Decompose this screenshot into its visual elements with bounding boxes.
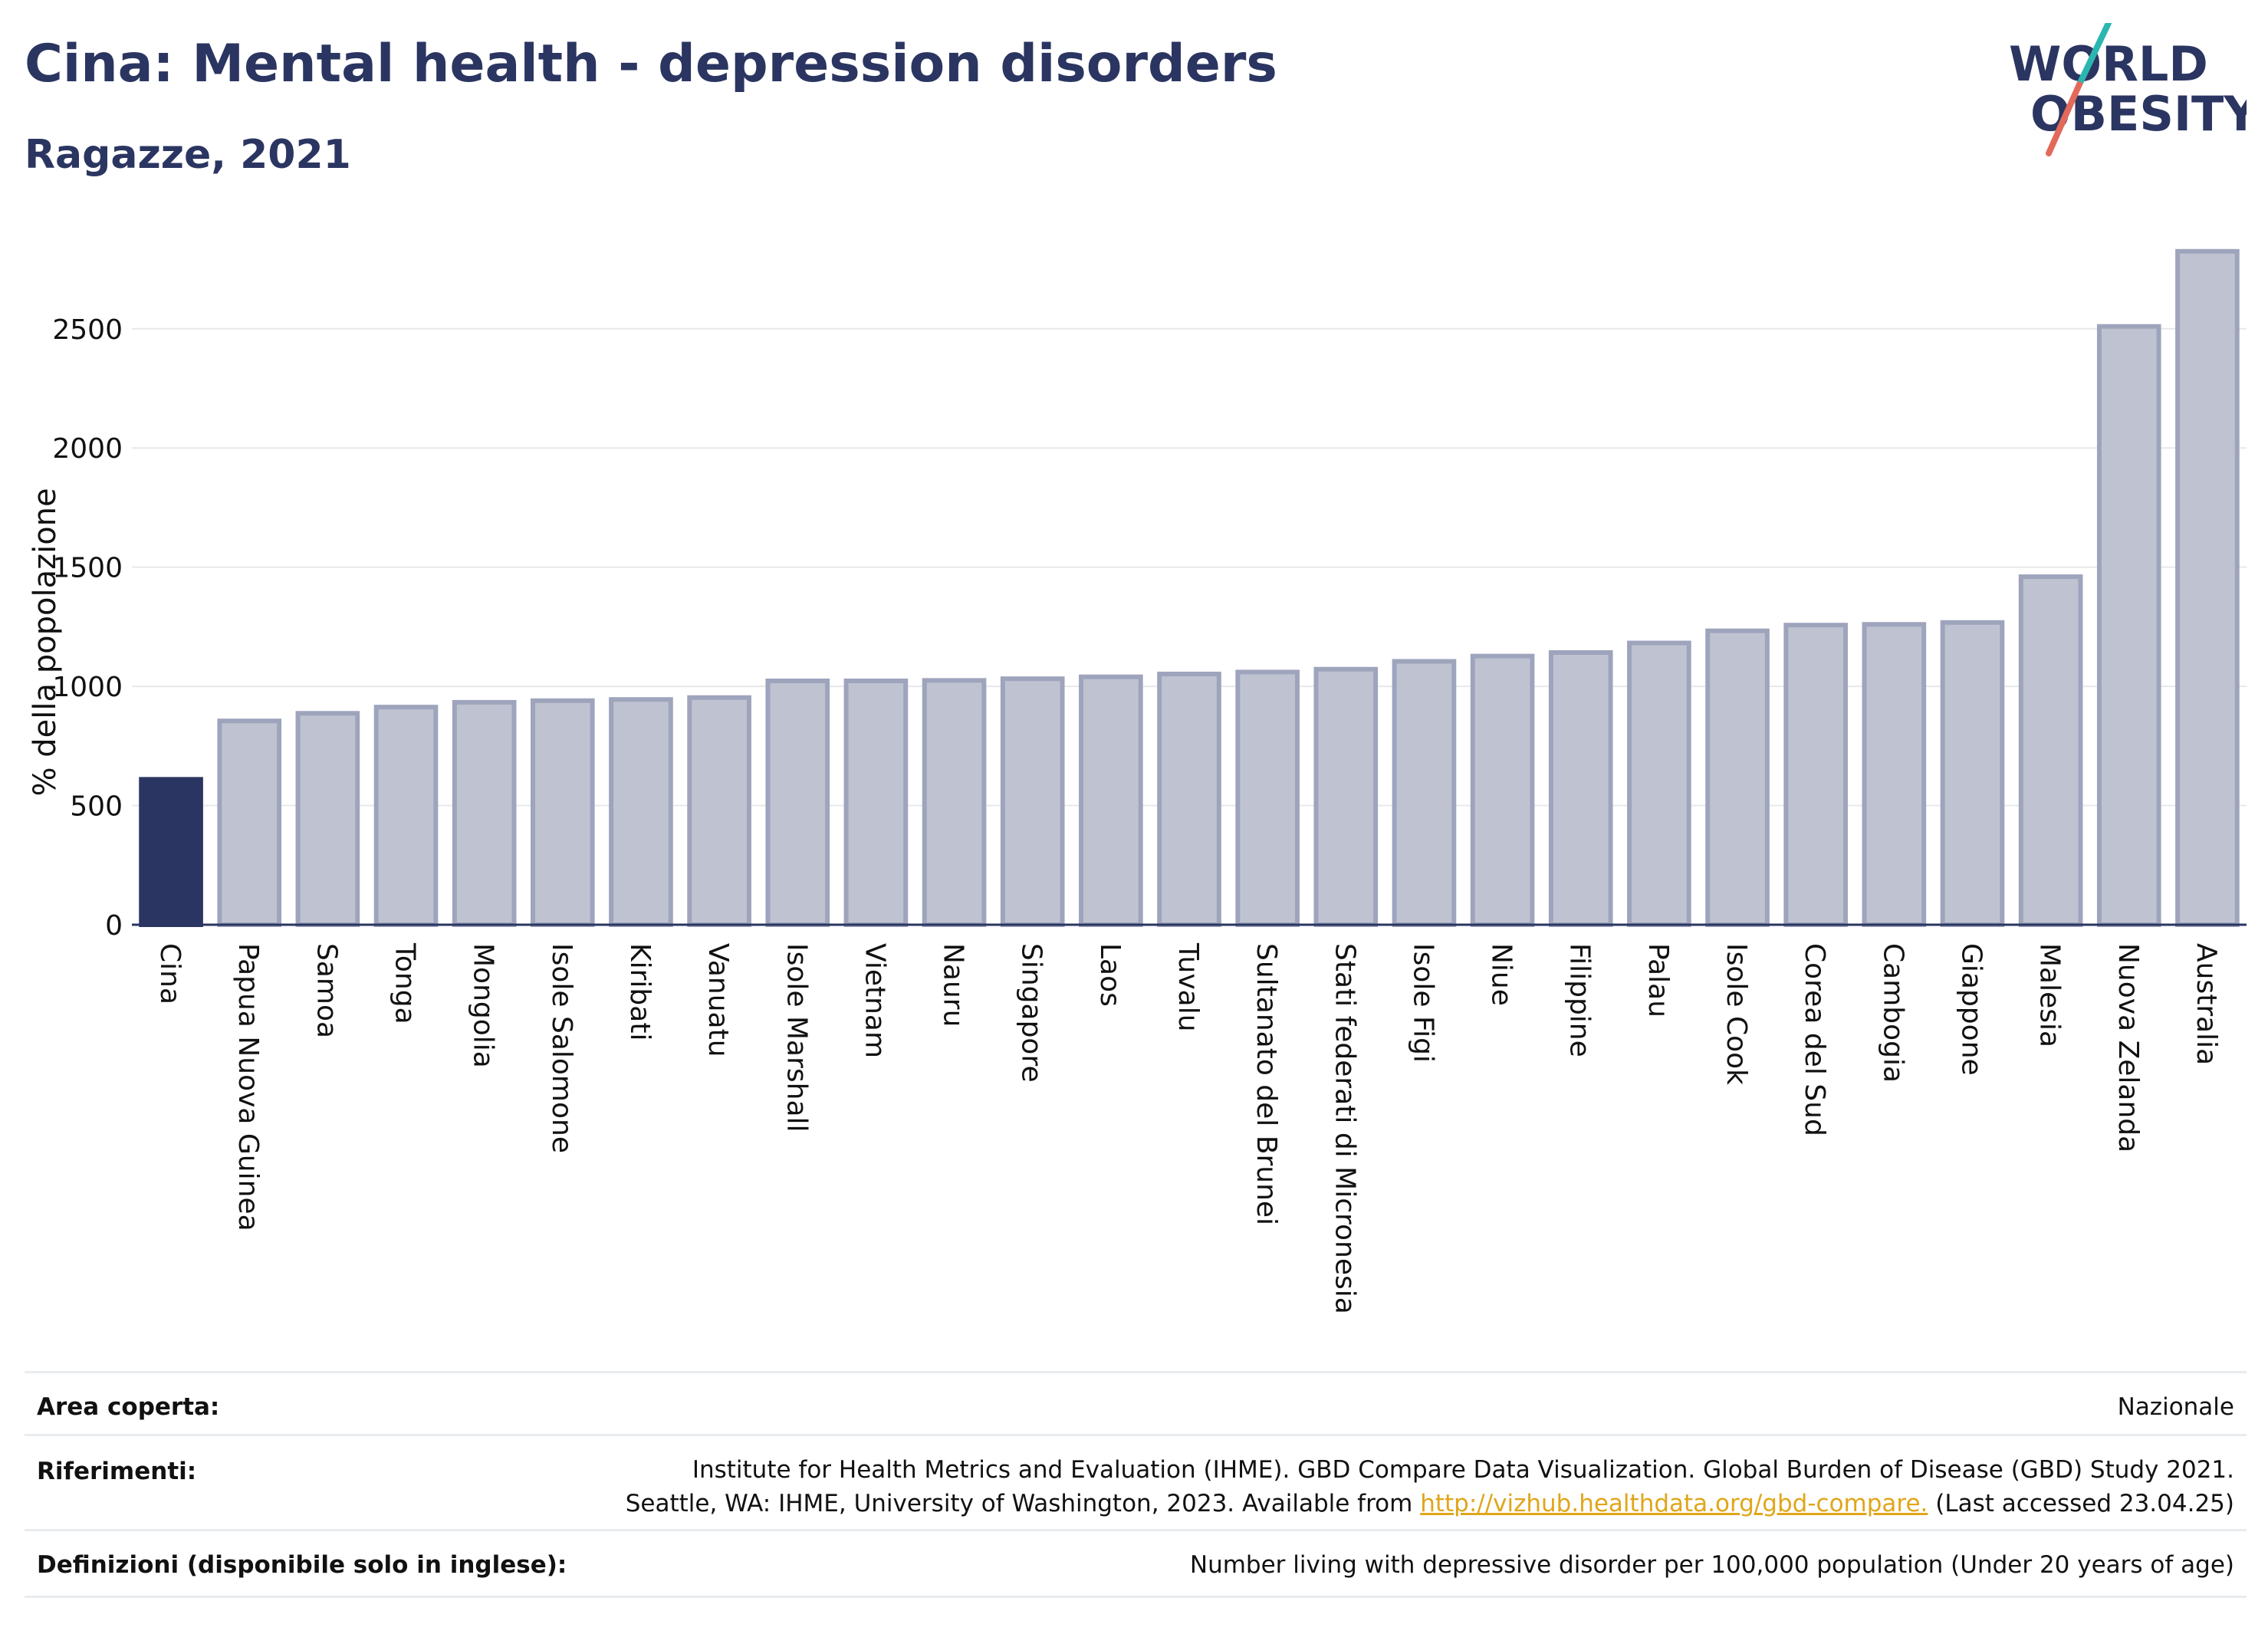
footer-reference-line-1: Institute for Health Metrics and Evaluat… <box>692 1456 2234 1484</box>
bar-sultanato-del-brunei <box>1235 669 1300 927</box>
x-tick-label: Palau <box>1642 943 1674 1018</box>
bar-papua-nuova-guinea <box>217 718 282 927</box>
bar-samoa <box>295 711 360 928</box>
x-tick-label: Kiribati <box>624 943 656 1041</box>
logo-text-world: WORLD <box>2009 36 2208 92</box>
y-tick-label: 1500 <box>52 553 123 584</box>
x-tick-label: Vanuatu <box>702 943 734 1057</box>
logo-slash-bottom <box>2046 81 2082 156</box>
footer-key-area: Area coperta: <box>37 1393 220 1421</box>
x-tick-label: Isole Figi <box>1407 943 1438 1063</box>
footer-value-definitions: Number living with depressive disorder p… <box>1189 1551 2234 1579</box>
x-tick-label: Sultanato del Brunei <box>1251 943 1282 1225</box>
bar-australia <box>2175 248 2240 928</box>
bar-vietnam <box>843 678 909 928</box>
chart-subtitle: Ragazze, 2021 <box>25 132 351 178</box>
bar-filippine <box>1548 649 1613 928</box>
footer-value-references: Institute for Health Metrics and Evaluat… <box>626 1453 2234 1521</box>
x-tick-label: Isole Cook <box>1721 943 1752 1085</box>
bar-mongolia <box>452 699 517 928</box>
x-tick-label: Malesia <box>2034 943 2066 1047</box>
footer-value-area: Nazionale <box>2117 1393 2234 1421</box>
x-tick-label: Mongolia <box>468 943 499 1068</box>
y-axis-ticks: 0 500 1000 1500 2000 2500 <box>52 314 123 942</box>
bars <box>139 248 2240 928</box>
logo-slash-top <box>2076 23 2112 87</box>
x-tick-label: Tuvalu <box>1172 942 1204 1032</box>
y-axis-title: % della popolazione <box>28 488 63 796</box>
bar-stati-federati-di-micronesia <box>1313 666 1379 927</box>
bar-malesia <box>2018 574 2083 928</box>
footer-reference-line-2: Seattle, WA: IHME, University of Washing… <box>626 1487 2234 1521</box>
x-tick-label: Nauru <box>938 943 969 1027</box>
world-obesity-logo: WORLD OBESITY <box>2009 23 2247 156</box>
y-tick-label: 2500 <box>52 314 123 346</box>
x-tick-label: Niue <box>1486 943 1517 1006</box>
x-axis-labels: Cina Papua Nuova Guinea Samoa Tonga Mongolia… <box>154 942 2222 1314</box>
footer-reference-link[interactable]: http://vizhub.healthdata.org/gbd-compare… <box>1420 1490 1928 1517</box>
bar-isole-salomone <box>530 698 595 927</box>
footer-key-references: Riferimenti: <box>37 1458 197 1485</box>
bar-corea-del-sud <box>1783 623 1849 927</box>
footer-reference-accessed: (Last accessed 23.04.25) <box>1928 1490 2234 1517</box>
x-tick-label: Cambogia <box>1877 943 1908 1083</box>
bar-nuova-zelanda <box>2096 324 2161 927</box>
x-tick-label: Laos <box>1094 943 1126 1007</box>
bar-giappone <box>1940 620 2005 928</box>
bar-tonga <box>373 705 439 927</box>
footer-row-area: Area coperta: Nazionale <box>25 1371 2247 1436</box>
footer-table: Area coperta: Nazionale Riferimenti: Ins… <box>25 1371 2247 1601</box>
y-tick-label: 2000 <box>52 433 123 465</box>
footer-row-definitions: Definizioni (disponibile solo in inglese… <box>25 1529 2247 1598</box>
bar-cambogia <box>1862 622 1927 927</box>
x-tick-label: Australia <box>2191 943 2222 1065</box>
x-tick-label: Papua Nuova Guinea <box>232 943 264 1231</box>
footer-key-definitions: Definizioni (disponibile solo in inglese… <box>37 1551 567 1579</box>
bar-cina <box>139 777 203 928</box>
footer-reference-line-2-text: Seattle, WA: IHME, University of Washing… <box>625 1490 1413 1517</box>
x-tick-label: Vietnam <box>859 943 890 1058</box>
y-tick-label: 500 <box>70 791 123 823</box>
x-tick-label: Tonga <box>390 942 421 1024</box>
bar-niue <box>1470 653 1535 927</box>
footer-row-references: Riferimenti: Institute for Health Metric… <box>25 1434 2247 1531</box>
x-tick-label: Singapore <box>1016 943 1047 1083</box>
bar-isole-cook <box>1705 628 1770 927</box>
y-tick-label: 0 <box>105 910 123 942</box>
bar-laos <box>1079 674 1143 928</box>
bar-chart: 0 500 1000 1500 2000 2500 Cina Papua Nuova Gui… <box>28 248 2247 1314</box>
bar-tuvalu <box>1157 671 1221 928</box>
bar-isole-marshall <box>765 678 830 928</box>
x-tick-label: Nuova Zelanda <box>2112 943 2144 1152</box>
bar-isole-figi <box>1392 659 1457 927</box>
bar-singapore <box>1000 676 1065 927</box>
bar-palau <box>1627 640 1691 927</box>
x-tick-label: Samoa <box>311 943 342 1038</box>
x-tick-label: Isole Marshall <box>781 943 812 1133</box>
bar-vanuatu <box>687 695 751 927</box>
x-tick-label: Isole Salomone <box>546 943 577 1153</box>
y-tick-label: 1000 <box>52 672 123 703</box>
x-tick-label: Filippine <box>1564 943 1596 1057</box>
x-tick-label: Cina <box>154 943 186 1004</box>
chart-title: Cina: Mental health - depression disorde… <box>25 34 1277 94</box>
x-tick-label: Giappone <box>1955 943 1987 1076</box>
x-tick-label: Corea del Sud <box>1799 943 1830 1136</box>
x-tick-label: Stati federati di Micronesia <box>1329 943 1360 1314</box>
bar-nauru <box>922 678 987 927</box>
bar-kiribati <box>609 697 673 928</box>
